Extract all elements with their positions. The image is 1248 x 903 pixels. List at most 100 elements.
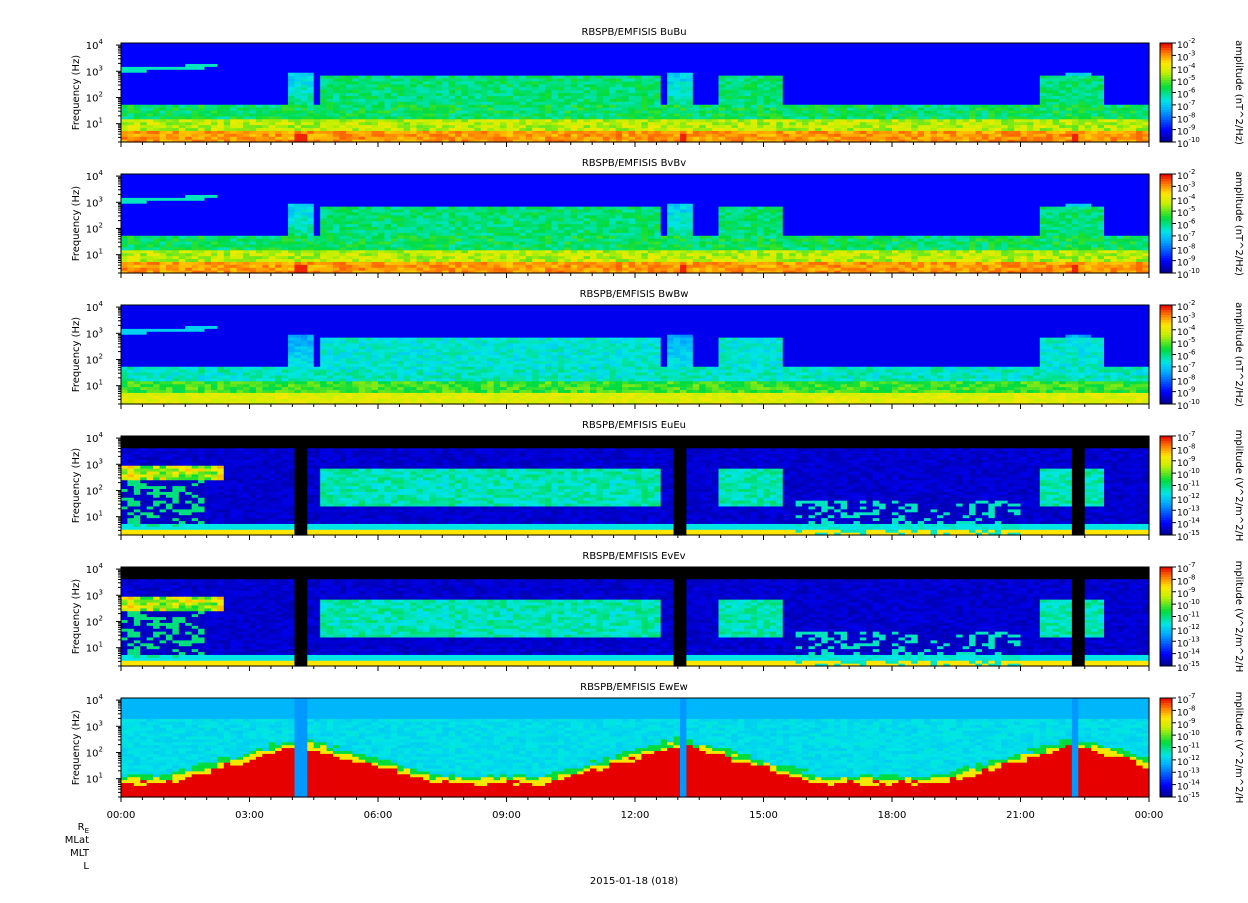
spectrogram-cell [417,43,424,47]
spectrogram-cell [725,43,732,47]
spectrogram-cell [609,43,616,47]
spectrogram-cell [237,43,244,47]
spectrogram-cell [468,43,475,47]
spectrogram-cell [327,43,334,47]
spectrogram-cell [487,43,494,47]
spectrogram-cell [551,43,558,47]
spectrogram-cell [333,43,340,47]
spectrogram-cell [365,43,372,47]
spectrogram-cell [590,43,597,47]
spectrogram-cell [455,43,462,47]
spectrogram-cell [160,43,167,47]
spectrogram-cell [937,43,944,47]
spectrogram-cell [789,43,796,47]
spectrogram-cell [404,43,411,47]
spectrogram-cell [841,43,848,47]
spectrogram-cell [211,43,218,47]
spectrogram-cell [584,43,591,47]
spectrogram-cell [770,43,777,47]
spectrogram-cell [262,43,269,47]
spectrogram-cell [519,43,526,47]
spectrogram-cell [372,43,379,47]
spectrogram-cell [153,43,160,47]
spectrogram-cell [442,43,449,47]
spectrogram-cell [866,43,873,47]
spectrogram-cell [500,43,507,47]
spectrogram-cell [776,43,783,47]
spectrogram-cell [481,43,488,47]
spectrogram-cell [757,43,764,47]
spectrogram-cell [166,43,173,47]
spectrogram-cell [121,43,128,47]
spectrogram-cell [224,43,231,47]
spectrogram-cell [545,43,552,47]
spectrogram-cell [198,43,205,47]
spectrogram-cell [963,43,970,47]
spectrogram-cell [513,43,520,47]
spectrogram-cell [988,43,995,47]
spectrogram-cell [391,43,398,47]
spectrogram-cell [359,43,366,47]
spectrogram-cell [339,43,346,47]
spectrogram-cell [635,43,642,47]
spectrogram-cell [320,43,327,47]
spectrogram-cell [828,43,835,47]
spectrogram-cell [680,43,687,47]
spectrogram-cell [564,43,571,47]
spectrogram-cell [384,43,391,47]
spectrogram-cell [423,43,430,47]
spectrogram-cell [314,43,321,47]
spectrogram-cell [127,43,134,47]
spectrogram-cell [449,43,456,47]
spectrogram-cell [821,43,828,47]
spectrogram-cell [648,43,655,47]
spectrogram-cell [879,43,886,47]
spectrogram-cell [956,43,963,47]
spectrogram-image [121,43,1150,143]
spectrogram-cell [282,43,289,47]
spectrogram-cell [532,43,539,47]
spectrogram-cell [783,43,790,47]
spectrogram-cell [507,43,514,47]
spectrogram-cell [815,43,822,47]
spectrogram-cell [976,43,983,47]
spectrogram-cell [192,43,199,47]
spectrogram-cell [250,43,257,47]
spectrogram-cell [205,43,212,47]
spectrogram-cell [931,43,938,47]
spectrogram-cell [808,43,815,47]
spectrogram-cell [686,43,693,47]
spectrogram-cell [179,43,186,47]
spectrogram-cell [924,43,931,47]
spectrogram-cell [886,43,893,47]
spectrogram-cell [410,43,417,47]
spectrogram-cell [378,43,385,47]
spectrogram-cell [571,43,578,47]
spectrogram-cell [288,43,295,47]
spectrogram-cell [596,43,603,47]
spectrogram-cell [751,43,758,47]
spectrogram-cell [905,43,912,47]
spectrogram-cell [397,43,404,47]
spectrogram-cell [674,43,681,47]
spectrogram-cell [802,43,809,47]
spectrogram-cell [526,43,533,47]
spectrogram-cell [429,43,436,47]
spectrogram-cell [539,43,546,47]
spectrogram-cell [301,43,308,47]
spectrogram-cell [275,43,282,47]
spectrogram-cell [764,43,771,47]
spectrogram-cell [699,43,706,47]
spectrogram-cell [622,43,629,47]
spectrogram-cell [629,43,636,47]
spectrogram-cell [134,43,141,47]
spectrogram-cell [147,43,154,47]
spectrogram-cell [172,43,179,47]
spectrogram-cell [738,43,745,47]
panel-title: RBSPB/EMFISIS BuBu [581,27,686,38]
spectrogram-cell [661,43,668,47]
spectrogram-cell [558,43,565,47]
spectrogram-cell [474,43,481,47]
spectrogram-cell [847,43,854,47]
